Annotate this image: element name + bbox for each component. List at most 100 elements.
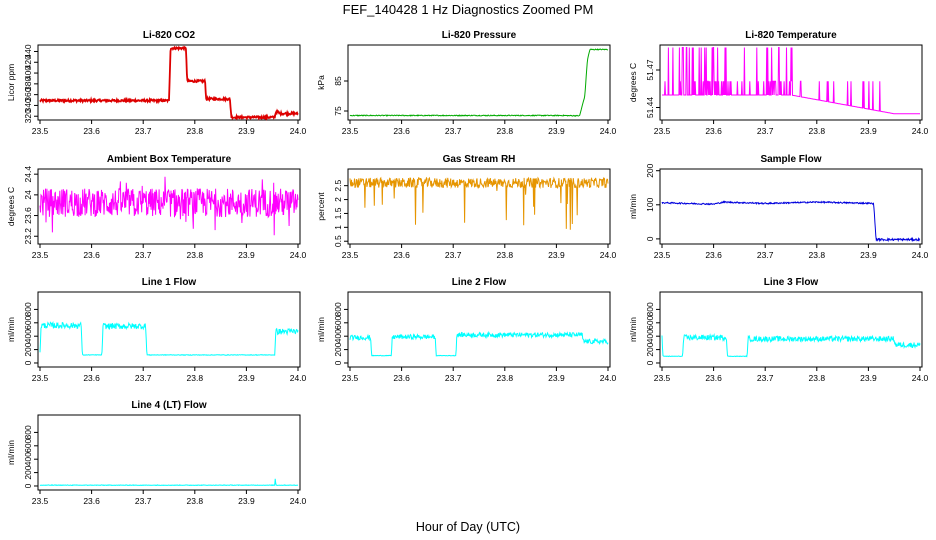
- x-tick-label: 23.9: [548, 250, 565, 260]
- x-tick-label: 23.8: [187, 126, 204, 136]
- plot-frame: [347, 291, 611, 368]
- panel-title: Line 4 (LT) Flow: [131, 400, 207, 411]
- plot-frame: [37, 168, 301, 245]
- y-axis-label: ml/min: [6, 440, 16, 465]
- x-tick-label: 23.5: [342, 250, 359, 260]
- panels: Li-820 CO2 23.5 23.6 23.7 23.8 23.9 24.0 320340…: [6, 30, 929, 506]
- y-tick-label: 0: [645, 236, 655, 241]
- x-tick-label: 23.8: [497, 126, 514, 136]
- x-tick-label: 23.5: [32, 126, 49, 136]
- figure-title: FEF_140428 1 Hz Diagnostics Zoomed PM: [343, 2, 594, 17]
- series-line: [39, 478, 299, 487]
- series-line: [39, 176, 299, 236]
- y-tick-label: 800: [645, 302, 655, 316]
- plot-frame: [347, 168, 611, 245]
- x-tick-label: 23.5: [32, 250, 49, 260]
- x-tick-label: 23.6: [393, 250, 410, 260]
- panel-title: Line 2 Flow: [452, 277, 507, 288]
- x-tick-label: 23.8: [187, 250, 204, 260]
- x-tick-label: 24.0: [290, 496, 307, 506]
- x-tick-label: 23.6: [83, 373, 100, 383]
- y-tick-label: 380: [23, 76, 33, 90]
- y-tick-label: 1.5: [333, 207, 343, 219]
- x-tick-label: 23.8: [497, 373, 514, 383]
- x-tick-label: 23.7: [445, 250, 462, 260]
- panel-title: Li-820 CO2: [143, 30, 196, 41]
- y-tick-label: 600: [23, 438, 33, 452]
- x-tick-label: 23.6: [393, 126, 410, 136]
- panel-title: Ambient Box Temperature: [107, 154, 232, 165]
- y-tick-label: 23.6: [23, 207, 33, 224]
- panel-title: Li-820 Pressure: [442, 30, 517, 41]
- y-tick-label: 0: [23, 360, 33, 365]
- y-tick-label: 400: [23, 66, 33, 80]
- x-tick-label: 23.5: [654, 373, 671, 383]
- y-tick-label: 200: [333, 342, 343, 356]
- panel-1: Li-820 Pressure 23.5 23.6 23.7 23.8 23.9 24.0 7…: [316, 30, 617, 136]
- x-tick-label: 24.0: [600, 250, 617, 260]
- y-tick-label: 600: [23, 315, 33, 329]
- y-axis-label: ml/min: [316, 317, 326, 342]
- plot-frame: [659, 44, 923, 121]
- x-tick-label: 23.9: [860, 126, 877, 136]
- y-tick-label: 600: [333, 315, 343, 329]
- panel-8: Line 3 Flow 23.5 23.6 23.7 23.8 23.9 24.0 0 2004…: [628, 277, 929, 383]
- x-tick-label: 23.7: [757, 126, 774, 136]
- figure-xlabel: Hour of Day (UTC): [416, 520, 520, 534]
- x-tick-label: 23.7: [135, 373, 152, 383]
- y-tick-label: 24: [23, 190, 33, 200]
- y-tick-label: 75: [333, 106, 343, 116]
- y-tick-label: 360: [23, 87, 33, 101]
- x-tick-label: 23.7: [135, 496, 152, 506]
- x-tick-label: 23.8: [809, 373, 826, 383]
- y-tick-label: 0: [333, 360, 343, 365]
- x-tick-label: 23.7: [757, 373, 774, 383]
- x-tick-label: 23.9: [238, 126, 255, 136]
- x-tick-label: 23.8: [187, 373, 204, 383]
- plot-frame: [659, 168, 923, 245]
- x-tick-label: 24.0: [912, 250, 929, 260]
- y-tick-label: 420: [23, 55, 33, 69]
- y-tick-label: 340: [23, 98, 33, 112]
- y-axis-label: Licor ppm: [6, 64, 16, 101]
- x-tick-label: 23.5: [654, 250, 671, 260]
- x-tick-label: 23.6: [393, 373, 410, 383]
- panel-3: Ambient Box Temperature 23.5 23.6 23.7 23.8 2…: [6, 154, 307, 260]
- y-tick-label: 400: [333, 329, 343, 343]
- series-line: [349, 330, 609, 357]
- x-tick-label: 23.9: [860, 250, 877, 260]
- y-tick-label: 0: [23, 483, 33, 488]
- panel-title: Sample Flow: [760, 154, 821, 165]
- x-tick-label: 23.9: [238, 373, 255, 383]
- plot-frame: [37, 414, 301, 491]
- x-tick-label: 24.0: [600, 373, 617, 383]
- x-tick-label: 23.6: [705, 126, 722, 136]
- x-tick-label: 23.6: [83, 126, 100, 136]
- series-line: [662, 47, 920, 115]
- series-line: [39, 321, 299, 356]
- y-tick-label: 1: [333, 225, 343, 230]
- plot-frame: [659, 291, 923, 368]
- x-tick-label: 23.9: [548, 373, 565, 383]
- y-tick-label: 85: [333, 76, 343, 86]
- y-tick-label: 51.44: [645, 97, 655, 119]
- panel-title: Line 1 Flow: [142, 277, 197, 288]
- x-tick-label: 23.9: [860, 373, 877, 383]
- y-tick-label: 51.47: [645, 59, 655, 81]
- y-axis-label: ml/min: [628, 317, 638, 342]
- x-tick-label: 23.7: [757, 250, 774, 260]
- series-line: [39, 45, 299, 121]
- panel-title: Gas Stream RH: [443, 154, 516, 165]
- x-tick-label: 23.7: [445, 373, 462, 383]
- y-tick-label: 600: [645, 315, 655, 329]
- x-tick-label: 23.9: [238, 250, 255, 260]
- x-tick-label: 23.5: [342, 373, 359, 383]
- x-tick-label: 23.6: [705, 250, 722, 260]
- y-axis-label: ml/min: [6, 317, 16, 342]
- panel-9: Line 4 (LT) Flow 23.5 23.6 23.7 23.8 23.9 24.0…: [6, 400, 307, 506]
- x-tick-label: 24.0: [290, 373, 307, 383]
- y-tick-label: 400: [23, 452, 33, 466]
- series-line: [349, 176, 609, 230]
- y-tick-label: 2: [333, 197, 343, 202]
